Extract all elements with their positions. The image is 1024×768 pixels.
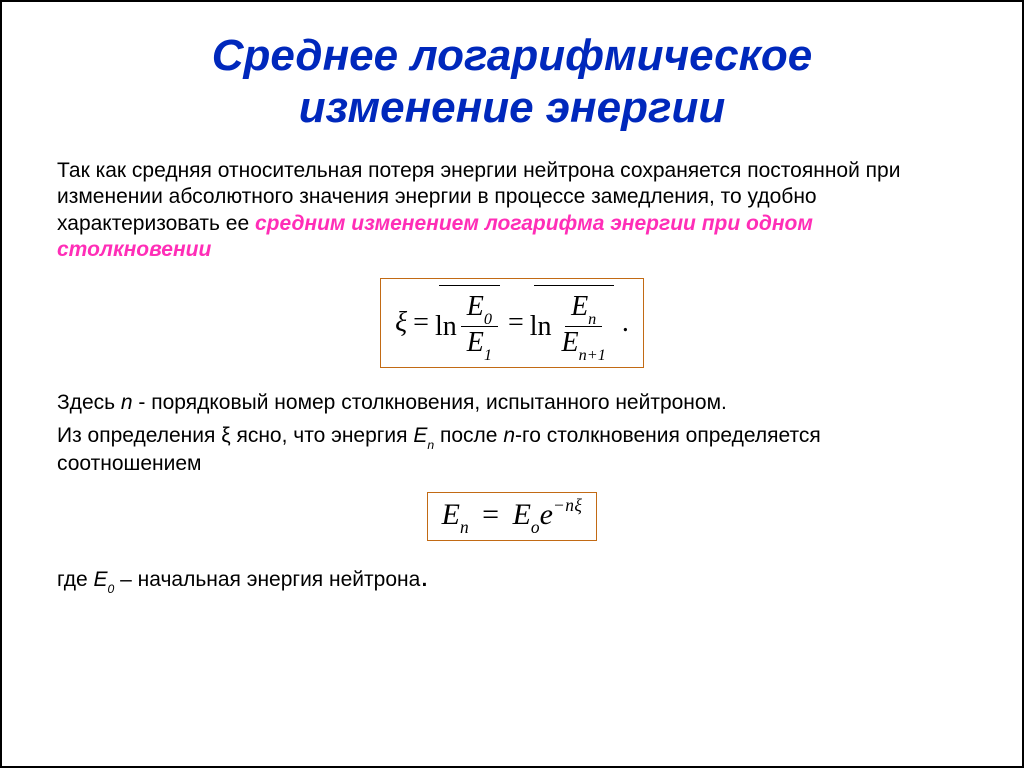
equation-1: ξ = ln E0 E1 = ln En En+1 . bbox=[395, 285, 629, 362]
fraction-2: En En+1 bbox=[556, 293, 612, 362]
intro-paragraph: Так как средняя относительная потеря эне… bbox=[57, 158, 967, 264]
eq2-e: e bbox=[540, 498, 553, 531]
ln-1: ln bbox=[435, 313, 457, 341]
equation-2-box: En = Eoe−nξ bbox=[427, 492, 598, 541]
overline-group-2: ln En En+1 bbox=[530, 285, 616, 362]
overline-group-1: ln E0 E1 bbox=[435, 285, 502, 362]
eq-sign-2: = bbox=[508, 309, 524, 337]
equation-2-container: En = Eoe−nξ bbox=[57, 492, 967, 541]
e0-definition-paragraph: где E0 – начальная энергия нейтрона. bbox=[57, 567, 967, 596]
equation-1-container: ξ = ln E0 E1 = ln En En+1 . bbox=[57, 278, 967, 369]
frac1-den: E1 bbox=[461, 327, 498, 361]
title-line-2: изменение энергии bbox=[299, 83, 725, 132]
frac2-den: En+1 bbox=[556, 327, 612, 361]
eq2-Eo: Eo bbox=[513, 498, 540, 531]
var-n-2: n bbox=[503, 424, 515, 447]
eq-sign: = bbox=[413, 309, 429, 337]
eq2-lhs: En bbox=[442, 498, 469, 531]
xi-definition-paragraph: Из определения ξ ясно, что энергия En по… bbox=[57, 423, 967, 478]
frac2-num: En bbox=[565, 293, 602, 328]
fraction-1: E0 E1 bbox=[461, 293, 498, 362]
var-E0: E0 bbox=[93, 568, 114, 591]
n-definition-paragraph: Здесь n - порядковый номер столкновения,… bbox=[57, 390, 967, 416]
eq2-equals: = bbox=[482, 498, 499, 531]
xi-symbol: ξ bbox=[395, 309, 407, 337]
final-period: . bbox=[420, 560, 428, 593]
eq2-exponent: −nξ bbox=[553, 495, 582, 515]
frac1-num: E0 bbox=[461, 293, 498, 328]
slide-title: Среднее логарифмическое изменение энерги… bbox=[57, 30, 967, 134]
var-En: En bbox=[413, 424, 434, 447]
equation-1-box: ξ = ln E0 E1 = ln En En+1 . bbox=[380, 278, 644, 369]
eq1-period: . bbox=[622, 309, 629, 337]
var-n: n bbox=[121, 391, 133, 414]
title-line-1: Среднее логарифмическое bbox=[212, 31, 813, 80]
slide-frame: Среднее логарифмическое изменение энерги… bbox=[0, 0, 1024, 768]
ln-2: ln bbox=[530, 313, 552, 341]
